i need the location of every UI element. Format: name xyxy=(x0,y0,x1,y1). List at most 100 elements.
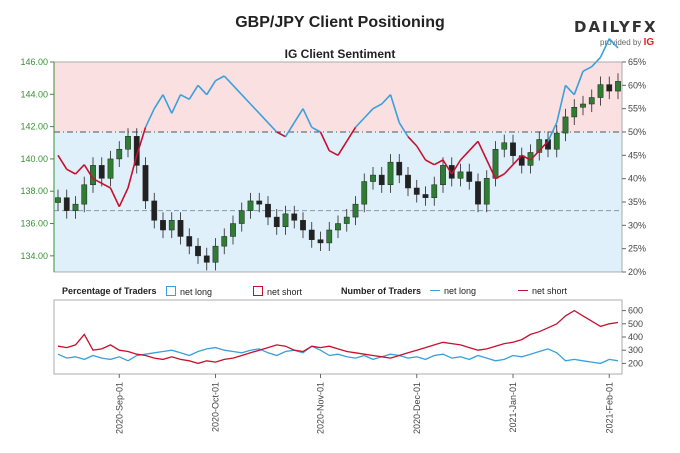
number-of-traders-chart: 200 300 400 500 600 xyxy=(53,299,643,375)
sentiment-segment xyxy=(529,150,540,161)
sentiment-segment xyxy=(328,149,339,157)
net-long-percentage-line xyxy=(57,38,619,208)
sentiment-segment xyxy=(180,93,190,101)
num-legend-short: net short xyxy=(518,286,567,296)
candle-body xyxy=(308,229,315,240)
sentiment-segment xyxy=(241,94,252,105)
logo-provided-by: provided by IG xyxy=(600,37,654,48)
candle-body xyxy=(370,174,376,182)
candle-body xyxy=(291,213,298,221)
candle-body xyxy=(361,181,368,205)
sentiment-segment xyxy=(188,84,199,100)
dailyfx-logo: DAILYFX provided by IG xyxy=(574,18,664,48)
sentiment-segment xyxy=(267,122,278,133)
candle-body xyxy=(448,165,455,179)
logo-provided-text: provided by xyxy=(600,38,642,47)
sentiment-segment xyxy=(608,38,619,49)
sentiment-segment xyxy=(521,154,531,161)
sentiment-segment xyxy=(197,84,208,96)
date-tick-label: 2021-Jan-01 xyxy=(508,382,518,433)
sentiment-segment xyxy=(144,108,155,128)
candle-body xyxy=(510,142,516,156)
candle-body xyxy=(300,220,306,231)
num-legend-title: Number of Traders xyxy=(341,286,422,296)
sentiment-segment xyxy=(372,103,383,110)
candle-body xyxy=(98,165,105,179)
sentiment-segment xyxy=(258,112,269,124)
pct-legend-short-label: net short xyxy=(267,287,303,297)
right-tick-label: 65% xyxy=(628,57,646,67)
sentiment-segment xyxy=(276,131,286,138)
lower-right-tick-label: 600 xyxy=(628,306,643,316)
price-candles xyxy=(55,73,621,271)
lower-plot-frame xyxy=(53,299,623,375)
candle-body xyxy=(221,236,228,247)
sentiment-segment xyxy=(381,94,392,105)
sentiment-segment xyxy=(153,94,164,110)
candle-body xyxy=(597,84,604,98)
right-tick-label: 55% xyxy=(628,104,646,114)
sentiment-segment xyxy=(599,38,610,58)
sentiment-segment xyxy=(389,94,401,123)
right-tick-label: 40% xyxy=(628,174,646,184)
sentiment-segment xyxy=(582,65,593,73)
sentiment-segment xyxy=(101,182,111,189)
left-tick-label: 134.00 xyxy=(20,251,48,261)
candle-body xyxy=(553,132,560,150)
candle-body xyxy=(387,161,394,186)
sentiment-segment xyxy=(92,177,103,185)
sentiment-segment xyxy=(398,122,409,138)
candle-body xyxy=(186,236,193,247)
pct-legend-short: net short xyxy=(253,286,302,297)
candle-body xyxy=(55,197,61,203)
lower-right-tick-label: 200 xyxy=(628,358,643,368)
long-box-icon xyxy=(166,286,176,296)
candle-body xyxy=(256,200,263,205)
main-plot-axes: 134.00 136.00 138.00 140.00 142.00 144.00 146.… xyxy=(20,57,646,277)
sentiment-segment xyxy=(284,122,295,138)
sentiment-segment xyxy=(346,126,357,142)
candle-body xyxy=(247,200,254,211)
left-tick-label: 138.00 xyxy=(20,186,48,196)
sentiment-segment xyxy=(354,117,365,128)
sentiment-segment xyxy=(118,187,129,208)
candle-body xyxy=(413,187,420,195)
candle-body xyxy=(72,203,79,211)
candle-body xyxy=(431,184,438,198)
sentiment-segment xyxy=(83,164,94,180)
candle-body xyxy=(378,174,385,186)
date-tick-label: 2020-Sep-01 xyxy=(114,382,124,434)
candle-body xyxy=(168,220,175,231)
right-tick-label: 50% xyxy=(628,127,646,137)
candle-body xyxy=(536,139,543,153)
sentiment-segment xyxy=(337,140,348,156)
date-tick-label: 2020-Dec-01 xyxy=(412,382,422,434)
short-zone xyxy=(54,62,622,132)
date-tick-label: 2020-Nov-01 xyxy=(316,382,326,434)
sentiment-segment xyxy=(425,159,435,166)
candle-body xyxy=(195,245,201,257)
candle-body xyxy=(81,184,88,205)
candle-body xyxy=(422,194,429,198)
date-axis: 2020-Sep-01 2020-Oct-01 2020-Nov-01 2020-De… xyxy=(114,374,614,434)
sentiment-segment xyxy=(564,84,575,96)
candle-body xyxy=(133,136,140,166)
candle-body xyxy=(466,171,473,182)
sentiment-segment xyxy=(109,187,120,208)
candle-body xyxy=(142,165,149,202)
sentiment-segment xyxy=(232,84,243,96)
chart-title: GBP/JPY Client Positioning xyxy=(235,14,445,31)
candle-body xyxy=(160,220,166,231)
candle-body xyxy=(396,161,403,176)
candle-body xyxy=(151,200,158,221)
num-legend-long-label: net long xyxy=(444,286,477,296)
candle-body xyxy=(317,239,324,244)
short-box-icon xyxy=(253,286,263,296)
sentiment-segment xyxy=(486,159,497,180)
sentiment-segment xyxy=(319,131,330,152)
candle-body xyxy=(615,81,621,92)
sentiment-segment xyxy=(171,94,182,114)
sentiment-segment xyxy=(495,173,505,180)
sentiment-segment xyxy=(407,136,418,147)
